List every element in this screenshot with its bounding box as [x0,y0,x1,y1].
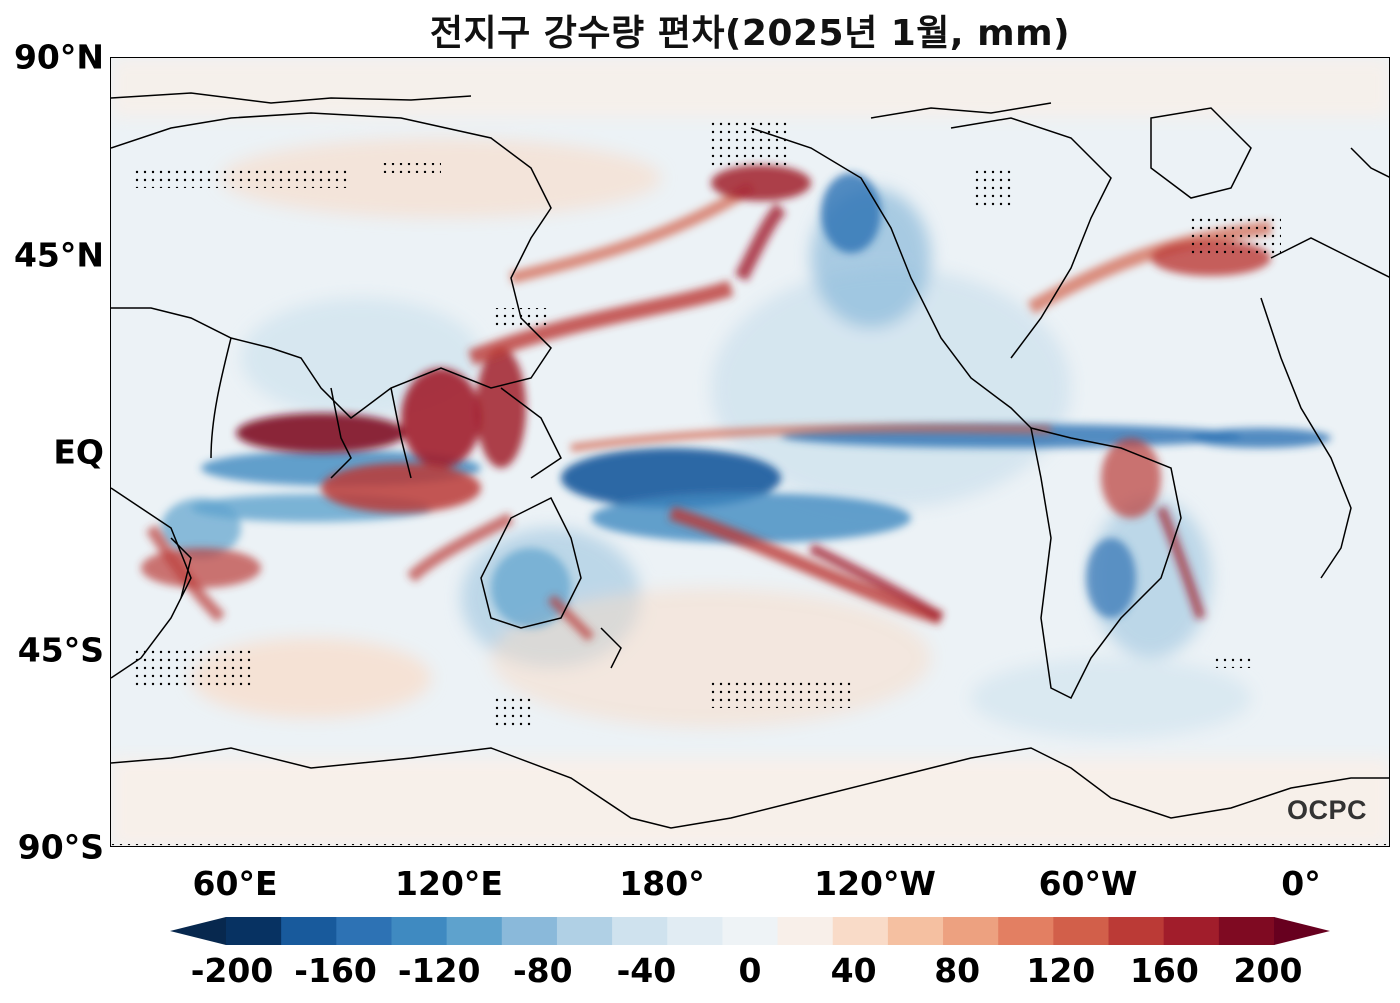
colorbar-segment [998,917,1054,945]
colorbar-segment [1218,917,1275,945]
colorbar-tick-label: 0 [738,951,762,990]
colorbar-segment [336,917,392,945]
colorbar [170,917,1330,945]
colorbar-segment [1053,917,1110,945]
colorbar-segment [1108,917,1165,945]
colorbar-under-arrow [170,917,226,945]
colorbar-tick-label: 40 [830,951,877,990]
lon-label-120w: 120°W [814,864,936,903]
colorbar-tick-label: -160 [294,951,377,990]
colorbar-segment [887,917,944,945]
colorbar-segment [1163,917,1220,945]
colorbar-segment [501,917,558,945]
lon-label-60w: 60°W [1038,864,1138,903]
map-canvas [111,58,1389,846]
lon-label-180: 180° [619,864,705,903]
colorbar-segment [446,917,503,945]
lon-label-0: 0° [1281,864,1321,903]
colorbar-segment [943,917,999,945]
precipitation-anomaly-map: OCPC [110,57,1390,847]
ocpc-logo: OCPC [1286,795,1367,825]
colorbar-tick-label: 80 [934,951,981,990]
colorbar-tick-label: 200 [1233,951,1303,990]
colorbar-segment [667,917,723,945]
lat-label-45n: 45°N [13,235,104,275]
colorbar-tick-label: -200 [190,951,274,990]
lon-label-120e: 120°E [395,864,503,903]
colorbar-segment [612,917,668,945]
colorbar-tick-label: 160 [1129,951,1199,990]
lat-label-equator: EQ [53,432,104,472]
map-title: 전지구 강수량 편차(2025년 1월, mm) [429,13,1071,54]
coastlines [111,92,1389,829]
colorbar-segment [391,917,448,945]
colorbar-tick-label: -80 [512,951,573,990]
significance-stippling [111,120,1389,846]
lat-label-90s: 90°S [17,827,104,867]
colorbar-tick-label: 120 [1026,951,1096,990]
colorbar-tick-label: -120 [397,951,481,990]
colorbar-segment [777,917,834,945]
colorbar-segment [226,917,282,945]
lat-label-90n: 90°N [13,37,104,77]
colorbar-over-arrow [1274,917,1330,945]
colorbar-segment [281,917,337,945]
colorbar-segment [556,917,613,945]
lon-label-60e: 60°E [192,864,278,903]
colorbar-tick-label: -40 [616,951,677,990]
wet-anomaly-regions [141,165,1272,642]
colorbar-segment [832,917,889,945]
lat-label-45s: 45°S [17,630,104,670]
colorbar-segment [722,917,779,945]
